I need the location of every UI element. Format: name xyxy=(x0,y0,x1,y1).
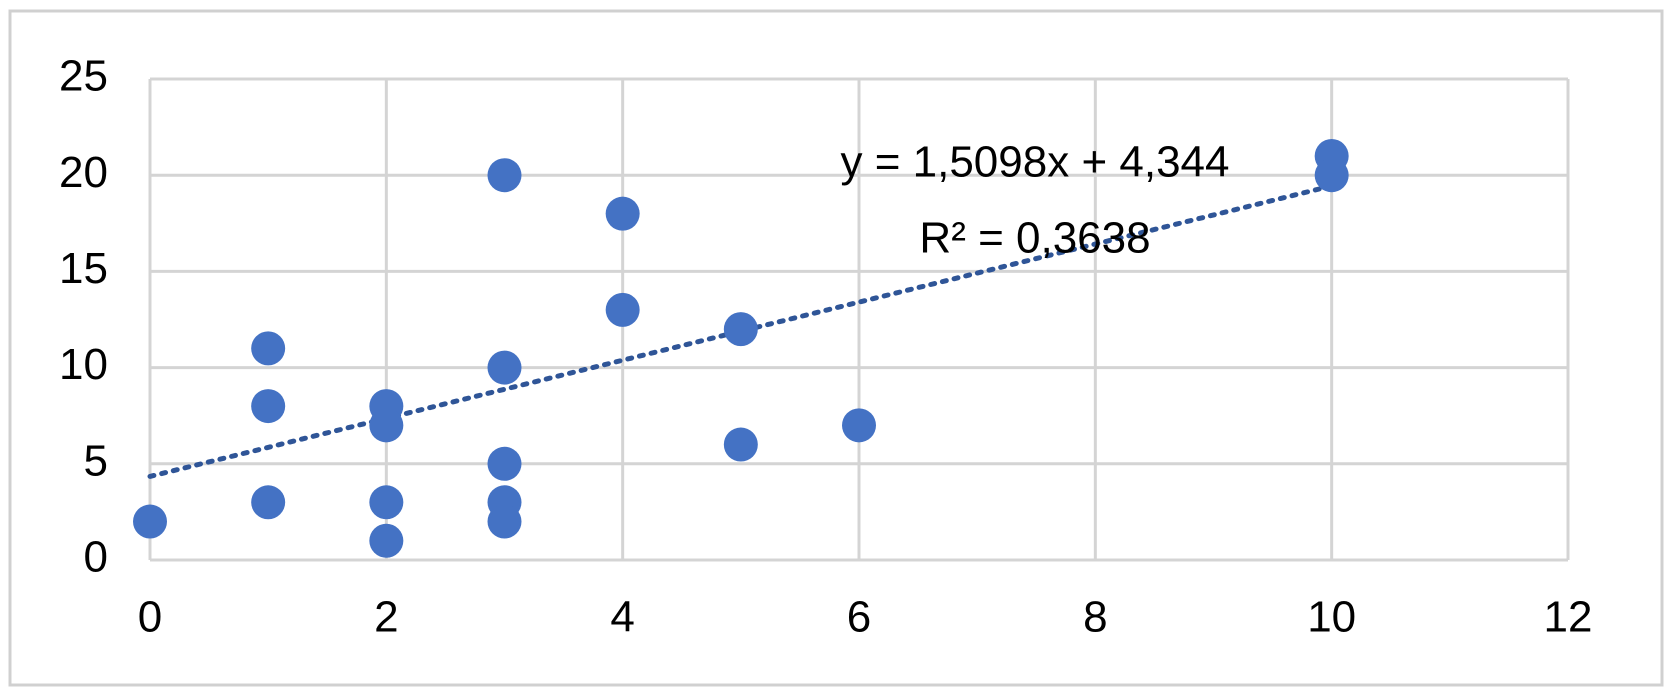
point xyxy=(723,427,758,462)
y-tick-label: 5 xyxy=(84,436,108,485)
y-tick-label: 25 xyxy=(59,52,108,101)
point xyxy=(251,485,286,520)
trendline-r-squared: R² = 0,3638 xyxy=(919,214,1150,263)
y-tick-label: 0 xyxy=(84,533,108,582)
y-tick-label: 10 xyxy=(59,340,108,389)
point xyxy=(133,504,167,539)
point xyxy=(251,389,286,424)
trendline-equation: y = 1,5098x + 4,344 xyxy=(841,138,1230,187)
x-tick-label: 4 xyxy=(610,593,634,642)
x-tick-label: 2 xyxy=(374,593,398,642)
point xyxy=(369,523,404,558)
x-tick-label: 10 xyxy=(1307,593,1356,642)
point xyxy=(605,292,640,327)
point xyxy=(842,408,876,443)
point xyxy=(487,446,522,481)
x-tick-label: 12 xyxy=(1544,593,1593,642)
y-tick-label: 15 xyxy=(59,244,108,293)
point xyxy=(723,312,758,347)
x-tick-label: 6 xyxy=(847,593,871,642)
x-tick-label: 0 xyxy=(138,593,162,642)
y-tick-label: 20 xyxy=(59,148,108,197)
point xyxy=(369,485,404,520)
point xyxy=(487,158,522,193)
point xyxy=(487,504,522,539)
point xyxy=(487,350,522,385)
chart-border xyxy=(8,9,1664,687)
point xyxy=(369,408,404,443)
trendline xyxy=(147,183,1335,479)
x-tick-label: 8 xyxy=(1083,593,1107,642)
point xyxy=(251,331,286,366)
point xyxy=(605,196,640,231)
point xyxy=(1314,158,1349,193)
